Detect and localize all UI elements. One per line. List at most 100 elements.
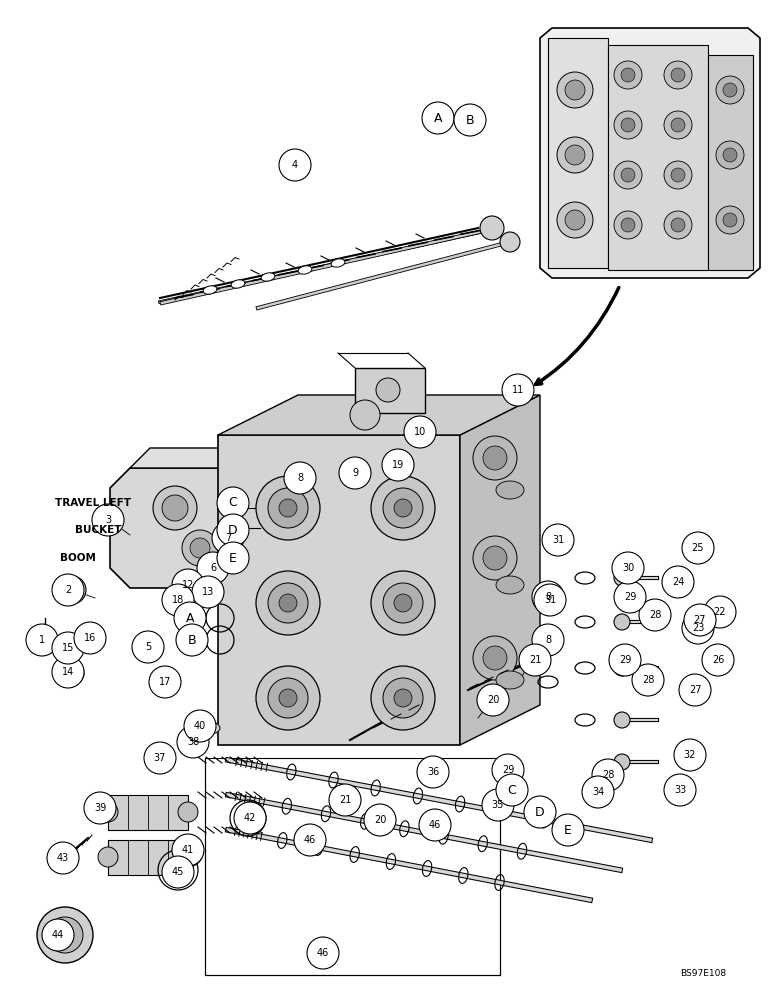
Circle shape <box>404 416 436 448</box>
Circle shape <box>153 486 197 530</box>
Circle shape <box>557 137 593 173</box>
Circle shape <box>557 202 593 238</box>
Circle shape <box>614 712 630 728</box>
Circle shape <box>371 571 435 635</box>
Text: 31: 31 <box>544 595 556 605</box>
Ellipse shape <box>496 481 524 499</box>
FancyBboxPatch shape <box>548 38 608 268</box>
Circle shape <box>582 776 614 808</box>
Text: 37: 37 <box>154 753 166 763</box>
Circle shape <box>26 624 58 656</box>
Circle shape <box>664 61 692 89</box>
Circle shape <box>190 538 210 558</box>
Circle shape <box>621 68 635 82</box>
Circle shape <box>614 660 630 676</box>
Circle shape <box>47 917 83 953</box>
Circle shape <box>173 837 203 867</box>
Text: 8: 8 <box>297 473 303 483</box>
Circle shape <box>178 802 198 822</box>
Circle shape <box>182 530 218 566</box>
Ellipse shape <box>331 259 345 267</box>
Circle shape <box>480 216 504 240</box>
Circle shape <box>614 161 642 189</box>
Circle shape <box>532 581 564 613</box>
Circle shape <box>382 449 414 481</box>
Text: BUCKET: BUCKET <box>75 525 121 535</box>
Text: 19: 19 <box>392 460 404 470</box>
Text: 22: 22 <box>714 607 726 617</box>
Text: 10: 10 <box>414 427 426 437</box>
Text: 20: 20 <box>374 815 386 825</box>
Ellipse shape <box>203 286 217 294</box>
Circle shape <box>33 628 57 652</box>
Text: 46: 46 <box>304 835 316 845</box>
Text: 28: 28 <box>648 610 661 620</box>
Circle shape <box>217 487 249 519</box>
Circle shape <box>679 674 711 706</box>
Circle shape <box>212 522 244 554</box>
Ellipse shape <box>298 266 312 274</box>
Circle shape <box>500 232 520 252</box>
Circle shape <box>394 594 412 612</box>
FancyBboxPatch shape <box>708 55 753 270</box>
Circle shape <box>268 583 308 623</box>
Circle shape <box>52 574 84 606</box>
Text: 28: 28 <box>602 770 615 780</box>
FancyBboxPatch shape <box>108 840 188 875</box>
Circle shape <box>671 168 685 182</box>
Text: A: A <box>434 111 442 124</box>
Circle shape <box>662 566 694 598</box>
Circle shape <box>60 661 84 685</box>
Text: 21: 21 <box>339 795 351 805</box>
Circle shape <box>279 594 297 612</box>
Circle shape <box>473 436 517 480</box>
Text: 7: 7 <box>225 533 231 543</box>
Circle shape <box>74 622 106 654</box>
Ellipse shape <box>496 576 524 594</box>
Ellipse shape <box>496 671 524 689</box>
Text: 2: 2 <box>65 585 71 595</box>
Circle shape <box>664 111 692 139</box>
Circle shape <box>614 211 642 239</box>
Circle shape <box>174 602 206 634</box>
Text: 20: 20 <box>487 695 499 705</box>
Circle shape <box>307 937 339 969</box>
Circle shape <box>671 218 685 232</box>
Circle shape <box>723 83 737 97</box>
Circle shape <box>197 552 229 584</box>
Circle shape <box>234 802 266 834</box>
Text: 32: 32 <box>684 750 696 760</box>
Circle shape <box>592 759 624 791</box>
Text: 4: 4 <box>292 160 298 170</box>
Circle shape <box>565 80 585 100</box>
Circle shape <box>614 111 642 139</box>
Circle shape <box>632 664 664 696</box>
Circle shape <box>394 689 412 707</box>
Circle shape <box>417 756 449 788</box>
Circle shape <box>614 581 646 613</box>
Circle shape <box>454 104 486 136</box>
Text: 46: 46 <box>317 948 329 958</box>
Circle shape <box>158 673 178 693</box>
Circle shape <box>671 68 685 82</box>
Circle shape <box>621 218 635 232</box>
Text: 43: 43 <box>57 853 69 863</box>
Circle shape <box>172 834 204 866</box>
Circle shape <box>483 646 507 670</box>
Text: 1: 1 <box>39 635 45 645</box>
Text: 29: 29 <box>624 592 636 602</box>
FancyBboxPatch shape <box>608 45 708 270</box>
Circle shape <box>279 499 297 517</box>
Circle shape <box>614 754 630 770</box>
Circle shape <box>176 624 208 656</box>
Circle shape <box>639 599 671 631</box>
Circle shape <box>542 524 574 556</box>
Circle shape <box>98 847 118 867</box>
Circle shape <box>149 666 181 698</box>
Circle shape <box>614 61 642 89</box>
Text: B: B <box>466 113 474 126</box>
Text: 41: 41 <box>182 845 194 855</box>
Text: A: A <box>186 611 195 624</box>
Circle shape <box>419 809 451 841</box>
Circle shape <box>532 624 564 656</box>
